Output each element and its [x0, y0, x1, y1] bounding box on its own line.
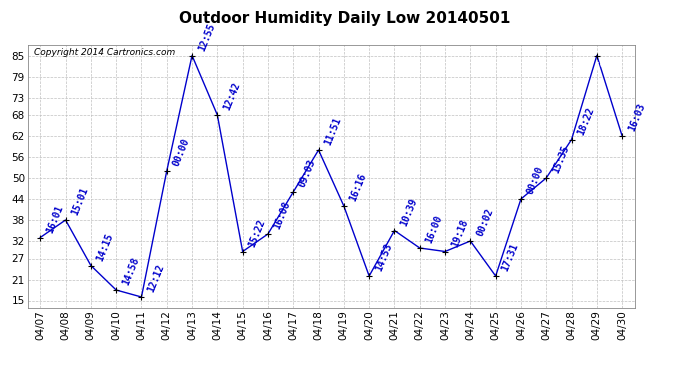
- Text: 16:08: 16:08: [272, 200, 293, 231]
- Text: 12:42: 12:42: [221, 81, 242, 112]
- Text: 16:00: 16:00: [424, 214, 444, 245]
- Text: 11:51: 11:51: [323, 116, 343, 147]
- Text: 16:03: 16:03: [627, 102, 647, 133]
- Text: 09:03: 09:03: [297, 158, 317, 189]
- Text: 00:00: 00:00: [525, 165, 545, 196]
- Text: 16:01: 16:01: [44, 204, 65, 235]
- Text: 17:31: 17:31: [500, 242, 520, 273]
- Text: 10:39: 10:39: [399, 197, 419, 228]
- Text: 00:00: 00:00: [171, 137, 191, 168]
- Text: 14:53: 14:53: [373, 242, 393, 273]
- Text: 12:55: 12:55: [196, 22, 217, 53]
- Text: 15:35: 15:35: [551, 144, 571, 175]
- Text: 14:58: 14:58: [120, 256, 141, 287]
- Text: 14:15: 14:15: [95, 232, 115, 263]
- Text: 12:12: 12:12: [146, 263, 166, 294]
- Text: 19:18: 19:18: [449, 218, 469, 249]
- Text: 15:22: 15:22: [247, 218, 267, 249]
- Text: Outdoor Humidity Daily Low 20140501: Outdoor Humidity Daily Low 20140501: [179, 11, 511, 26]
- Text: 16:16: 16:16: [348, 172, 368, 203]
- Text: 18:22: 18:22: [575, 106, 596, 137]
- Text: 15:01: 15:01: [70, 186, 90, 217]
- Text: 00:02: 00:02: [475, 207, 495, 238]
- Text: Copyright 2014 Cartronics.com: Copyright 2014 Cartronics.com: [34, 48, 175, 57]
